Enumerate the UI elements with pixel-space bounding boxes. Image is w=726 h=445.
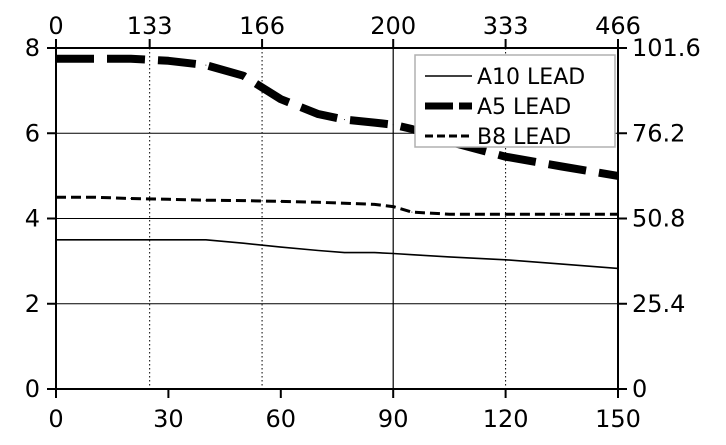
y-tick-label-2: 4 (25, 205, 40, 233)
data-point-s1-7 (317, 113, 319, 115)
data-point-s0-10 (392, 253, 394, 254)
data-point-s0-5 (242, 242, 244, 244)
data-point-s2-14 (561, 213, 563, 215)
right-tick-label-4: 101.6 (632, 34, 701, 62)
data-point-s1-2 (130, 58, 132, 60)
top-tick-label-0: 0 (48, 12, 63, 40)
x-tick-label-4: 120 (483, 405, 529, 433)
data-point-s1-15 (617, 175, 619, 177)
data-point-s2-3 (167, 198, 169, 200)
x-tick-label-3: 90 (378, 405, 409, 433)
data-point-s2-13 (505, 213, 507, 215)
data-point-s2-0 (55, 196, 57, 198)
top-tick-label-4: 333 (483, 12, 529, 40)
data-point-s2-9 (374, 203, 375, 205)
data-point-s2-4 (205, 199, 207, 201)
data-point-s2-1 (93, 196, 94, 198)
data-point-s0-4 (205, 239, 207, 241)
data-point-s1-1 (93, 58, 94, 60)
legend-label-a5: A5 LEAD (477, 95, 571, 120)
data-point-s0-11 (411, 254, 413, 256)
x-tick-label-1: 30 (153, 405, 184, 433)
data-point-s2-2 (130, 198, 132, 199)
data-point-s2-6 (280, 200, 282, 202)
data-point-s2-15 (617, 213, 619, 215)
x-tick-label-2: 60 (266, 405, 297, 433)
data-point-s2-8 (344, 202, 345, 204)
legend-box (414, 54, 616, 148)
data-point-s0-7 (317, 250, 319, 251)
data-point-s0-15 (617, 267, 619, 269)
series-line-1 (56, 54, 619, 180)
right-tick-label-2: 50.8 (632, 205, 685, 233)
data-point-s1-3 (167, 60, 169, 62)
data-point-s0-14 (561, 263, 563, 265)
x-tick-label-0: 0 (48, 405, 63, 433)
data-point-s1-9 (374, 122, 375, 124)
data-point-s2-11 (411, 211, 413, 213)
data-point-s0-6 (280, 246, 282, 248)
legend-label-a10: A10 LEAD (477, 65, 585, 90)
data-point-s2-10 (392, 206, 394, 208)
right-tick-label-3: 76.2 (632, 119, 685, 147)
top-tick-label-2: 166 (239, 12, 285, 40)
y-tick-label-1: 2 (25, 290, 40, 318)
data-point-s0-9 (374, 252, 375, 254)
data-point-s1-0 (55, 58, 57, 60)
y-tick-label-0: 0 (25, 375, 40, 403)
data-point-s0-13 (505, 259, 507, 261)
y-tick-label-4: 8 (25, 34, 40, 62)
data-point-s1-5 (242, 75, 244, 77)
data-point-s0-2 (130, 239, 132, 241)
top-tick-label-3: 200 (370, 12, 416, 40)
data-point-s1-10 (392, 124, 394, 126)
x-tick-label-5: 150 (595, 405, 641, 433)
data-point-s0-12 (448, 256, 450, 258)
top-tick-label-1: 133 (127, 12, 173, 40)
data-point-s1-8 (344, 119, 345, 121)
data-point-s1-6 (280, 98, 282, 100)
data-point-s1-4 (205, 64, 207, 66)
right-tick-label-0: 0 (632, 375, 647, 403)
top-tick-label-5: 466 (595, 12, 641, 40)
data-point-s0-8 (344, 252, 345, 254)
data-point-s2-12 (448, 213, 450, 215)
data-point-s1-14 (561, 166, 563, 167)
data-point-s1-11 (411, 128, 413, 130)
data-point-s0-3 (167, 239, 169, 241)
legend: A10 LEAD A5 LEAD B8 LEAD (414, 54, 616, 150)
data-point-s2-5 (242, 200, 244, 202)
data-point-s0-1 (93, 239, 94, 241)
y-tick-label-3: 6 (25, 119, 40, 147)
series-line-0 (56, 239, 619, 270)
data-point-s0-0 (55, 239, 57, 241)
series-line-2 (56, 195, 618, 216)
data-point-s2-7 (317, 201, 319, 203)
legend-label-b8: B8 LEAD (477, 125, 571, 150)
data-point-s1-13 (505, 156, 507, 158)
right-tick-label-1: 25.4 (632, 290, 685, 318)
series-layer (55, 54, 619, 270)
